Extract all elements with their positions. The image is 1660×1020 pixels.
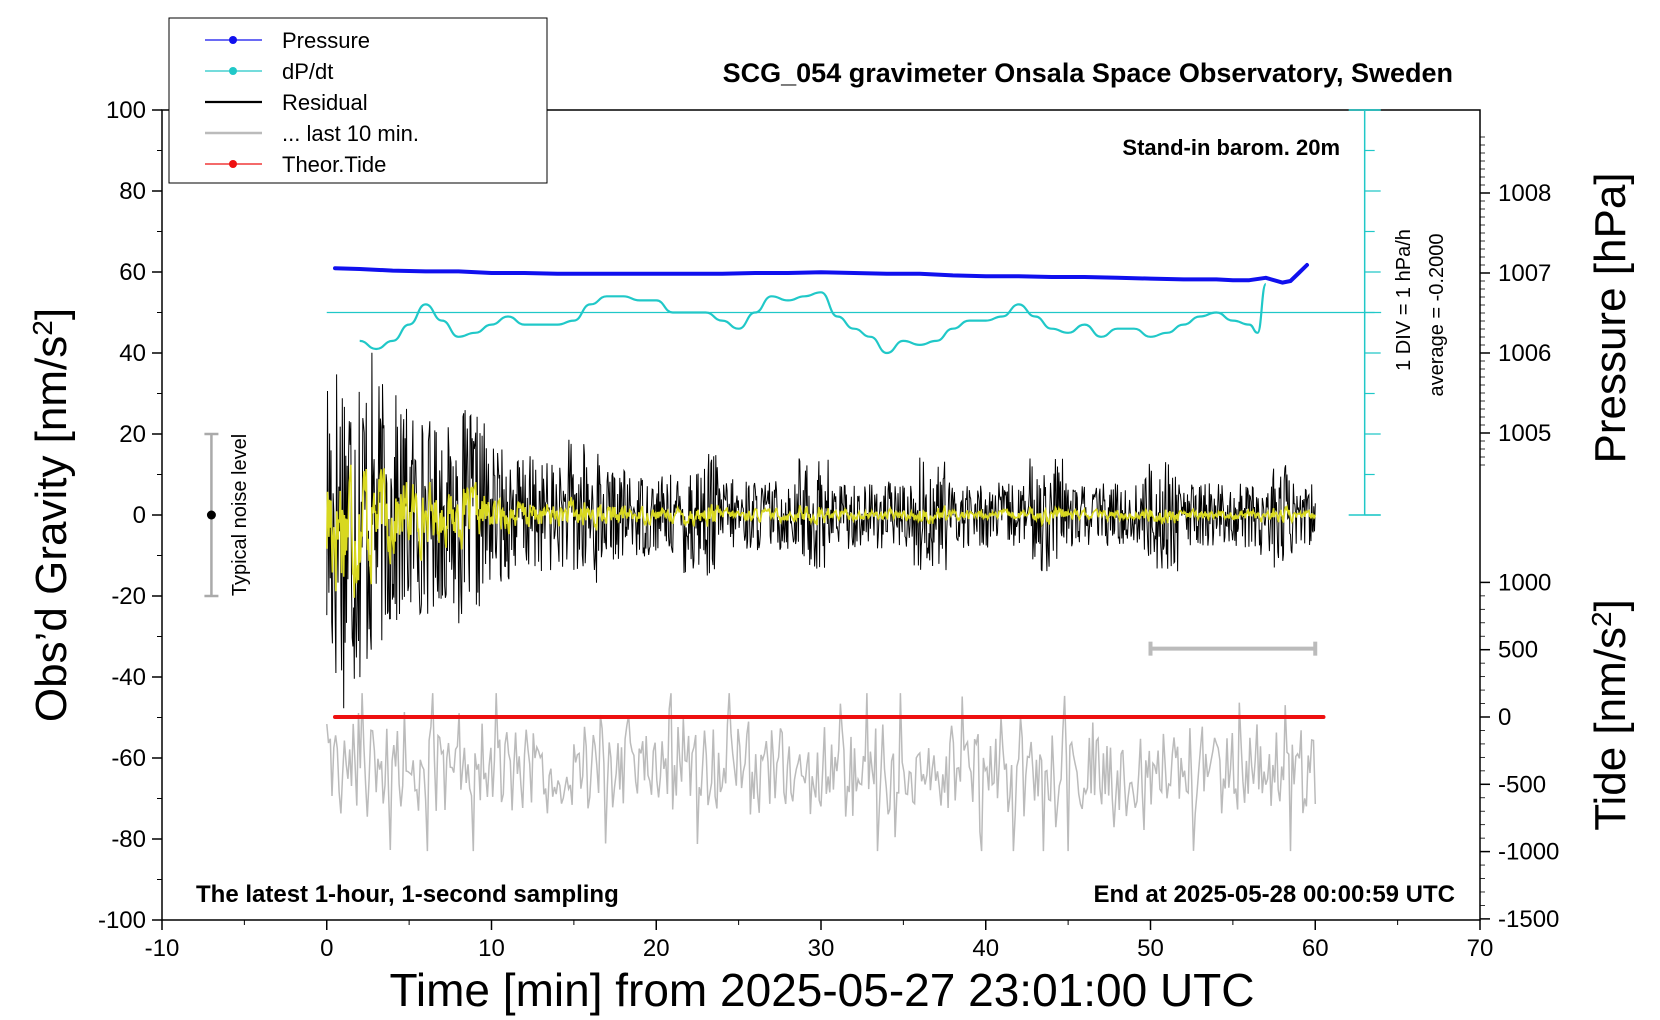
x-tick-label: 60 <box>1302 935 1329 962</box>
legend-label: Pressure <box>282 28 370 53</box>
y-tick-label: 60 <box>119 259 146 286</box>
y-tick-label: 80 <box>119 178 146 205</box>
x-tick-label: 50 <box>1137 935 1164 962</box>
y-tick-label: -40 <box>111 664 146 691</box>
x-tick-label: 20 <box>643 935 670 962</box>
tide-tick-label: -1500 <box>1498 906 1559 933</box>
legend-label: dP/dt <box>282 59 333 84</box>
legend-label: ... last 10 min. <box>282 121 419 146</box>
pressure-tick-label: 1008 <box>1498 180 1551 207</box>
y-tick-label: 20 <box>119 421 146 448</box>
legend-label: Residual <box>282 90 368 115</box>
x-tick-label: 10 <box>478 935 505 962</box>
x-tick-label: 40 <box>972 935 999 962</box>
y-axis-ticks: 100 80 60 40 20 0 -20 -40 -60 -80 -100 <box>98 97 162 934</box>
series-residual <box>326 352 1317 709</box>
tide-tick-label: 0 <box>1498 704 1511 731</box>
residual-smoothed-line <box>326 464 1317 598</box>
tide-axis-ticks: 1000 500 0 -500 -1000 -1500 <box>1480 569 1559 933</box>
dpdt-average-label: average = -0.2000 <box>1426 234 1448 397</box>
legend-label: Theor.Tide <box>282 152 386 177</box>
tide-tick-label: -500 <box>1498 771 1546 798</box>
series-dpdt <box>359 283 1267 355</box>
last10-line <box>326 693 1317 852</box>
tide-tick-label: 1000 <box>1498 569 1551 596</box>
bottom-right-note: End at 2025-05-28 00:00:59 UTC <box>1094 881 1456 908</box>
x-tick-label: 70 <box>1467 935 1494 962</box>
noise-level-label: Typical noise level <box>229 434 251 596</box>
y-tick-label: 40 <box>119 340 146 367</box>
pressure-tick-label: 1005 <box>1498 420 1551 447</box>
noise-level-center <box>206 510 216 520</box>
y-tick-label: 0 <box>133 502 146 529</box>
tide-tick-label: 500 <box>1498 637 1538 664</box>
pressure-tick-label: 1006 <box>1498 340 1551 367</box>
pressure-axis-label: Pressure [hPa] <box>1586 172 1635 463</box>
legend-marker <box>229 160 237 168</box>
legend: Pressure dP/dt Residual ... last 10 min. The… <box>168 17 548 184</box>
x-axis-label: Time [min] from 2025-05-27 23:01:00 UTC <box>390 964 1255 1016</box>
y-tick-label: -80 <box>111 826 146 853</box>
legend-marker <box>229 36 237 44</box>
pressure-tick-label: 1007 <box>1498 260 1551 287</box>
x-tick-label: -10 <box>145 935 180 962</box>
series-pressure <box>333 263 1309 285</box>
dpdt-scale-label: 1 DIV = 1 hPa/h <box>1393 229 1415 371</box>
y-tick-label: -20 <box>111 583 146 610</box>
x-tick-label: 0 <box>320 935 333 962</box>
y-tick-label: -60 <box>111 745 146 772</box>
dpdt-line <box>359 283 1267 355</box>
x-tick-label: 30 <box>808 935 835 962</box>
chart-title: SCG_054 gravimeter Onsala Space Observat… <box>723 58 1453 88</box>
legend-marker <box>229 67 237 75</box>
tide-tick-label: -1000 <box>1498 839 1559 866</box>
y-axis-label: Obs’d Gravity [nm/s2] <box>27 308 76 722</box>
legend-box <box>168 17 548 184</box>
annotation-markers <box>204 432 1318 656</box>
residual-line <box>326 352 1316 709</box>
bottom-left-note: The latest 1-hour, 1-second sampling <box>196 881 619 908</box>
barometer-label: Stand-in barom. 20m <box>1122 135 1340 160</box>
pressure-line <box>333 263 1309 285</box>
x-axis-ticks: -10 0 10 20 30 40 50 60 70 <box>145 920 1494 962</box>
y-tick-label: 100 <box>106 97 146 124</box>
pressure-axis-ticks: 1008 1007 1006 1005 <box>1480 136 1551 466</box>
tide-axis-label: Tide [nm/s2] <box>1586 599 1635 831</box>
series-last-10-min <box>326 693 1317 852</box>
y-tick-label: -100 <box>98 907 146 934</box>
dpdt-scale-bar <box>326 109 1382 516</box>
